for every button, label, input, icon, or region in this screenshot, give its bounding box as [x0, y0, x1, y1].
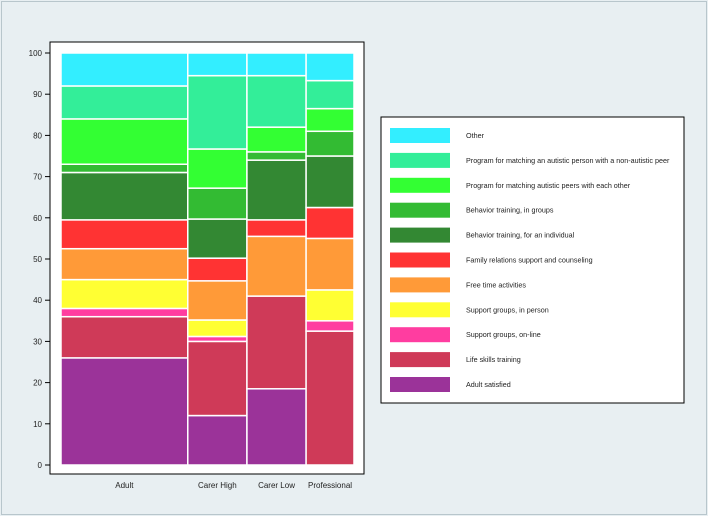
bar-segment — [305, 79, 355, 110]
bar-segment — [60, 247, 189, 281]
legend: Other Program for matching an autistic pe… — [380, 116, 685, 404]
bar-segment — [187, 187, 248, 220]
legend-label: Other — [466, 131, 485, 140]
x-tick-label: Carer Low — [258, 481, 295, 490]
legend-label: Life skills training — [466, 355, 521, 364]
bar-segment — [246, 159, 307, 221]
legend-label: Support groups, on-line — [466, 330, 541, 339]
bar-segment — [246, 219, 307, 238]
bar-segment — [187, 148, 248, 189]
legend-label: Behavior training, for an individual — [466, 231, 575, 240]
bar-segment — [187, 340, 248, 417]
bar-segment — [187, 280, 248, 321]
bar-segment — [246, 74, 307, 128]
legend-label: Program for matching an autistic person … — [466, 156, 670, 165]
bar-segment — [60, 171, 189, 221]
bar-segment — [246, 126, 307, 153]
bar-segment — [305, 130, 355, 157]
x-axis: Adult Carer High Carer Low Professional — [115, 481, 352, 490]
bar-segment — [60, 357, 189, 466]
bar-segment — [246, 151, 307, 161]
plot-area — [49, 41, 365, 475]
legend-swatch — [390, 252, 450, 268]
legend-label: Support groups, in person — [466, 305, 549, 314]
legend-swatch — [390, 302, 450, 318]
y-tick-label: 30 — [33, 337, 42, 346]
legend-swatch — [390, 177, 450, 193]
legend-swatch — [390, 277, 450, 293]
bar-segment — [305, 52, 355, 82]
bar-segment — [246, 388, 307, 466]
bar-segment — [246, 295, 307, 390]
bar-segment — [60, 85, 189, 120]
bar-segment — [60, 118, 189, 165]
bar-segment — [305, 107, 355, 133]
bar-segment — [187, 257, 248, 282]
legend-swatch — [390, 128, 450, 143]
bar-segment — [60, 315, 189, 359]
bar-segment — [60, 278, 189, 310]
x-tick-label: Professional — [308, 481, 352, 490]
bar-segment — [305, 320, 355, 332]
bar-segment — [305, 155, 355, 209]
bar-segment — [246, 52, 307, 77]
bar-segment — [60, 307, 189, 318]
y-tick-label: 0 — [38, 461, 43, 470]
bar-segment — [187, 74, 248, 150]
y-tick-label: 10 — [33, 420, 42, 429]
legend-swatch — [390, 227, 450, 243]
bar-segment — [187, 218, 248, 259]
legend-label: Adult satisfied — [466, 380, 511, 389]
legend-label: Program for matching autistic peers with… — [466, 181, 631, 190]
y-axis: 0 10 20 30 40 50 60 70 80 90 100 — [29, 49, 50, 470]
legend-label: Free time activities — [466, 280, 526, 289]
y-tick-label: 50 — [33, 255, 42, 264]
legend-label: Behavior training, in groups — [466, 206, 554, 215]
y-tick-label: 20 — [33, 379, 42, 388]
legend-swatch — [390, 352, 450, 368]
y-tick-label: 90 — [33, 90, 42, 99]
legend-swatch — [390, 327, 450, 343]
bar-segment — [305, 330, 355, 466]
bar-segment — [246, 235, 307, 297]
y-tick-label: 80 — [33, 131, 42, 140]
legend-swatch — [390, 377, 450, 392]
legend-label: Family relations support and counseling — [466, 256, 593, 265]
x-tick-label: Adult — [115, 481, 134, 490]
y-tick-label: 70 — [33, 173, 42, 182]
y-tick-label: 60 — [33, 214, 42, 223]
bar-segment — [187, 319, 248, 338]
y-tick-label: 40 — [33, 296, 42, 305]
bar-segment — [60, 163, 189, 174]
legend-swatch — [390, 152, 450, 168]
legend-swatch — [390, 202, 450, 218]
bar-segment — [187, 414, 248, 466]
bar-segment — [60, 219, 189, 250]
bar-segment — [60, 52, 189, 87]
bar-segment — [305, 289, 355, 322]
bar-segment — [305, 206, 355, 240]
bar-segment — [187, 52, 248, 77]
x-tick-label: Carer High — [198, 481, 237, 490]
bar-segment — [305, 237, 355, 291]
y-tick-label: 100 — [29, 49, 43, 58]
